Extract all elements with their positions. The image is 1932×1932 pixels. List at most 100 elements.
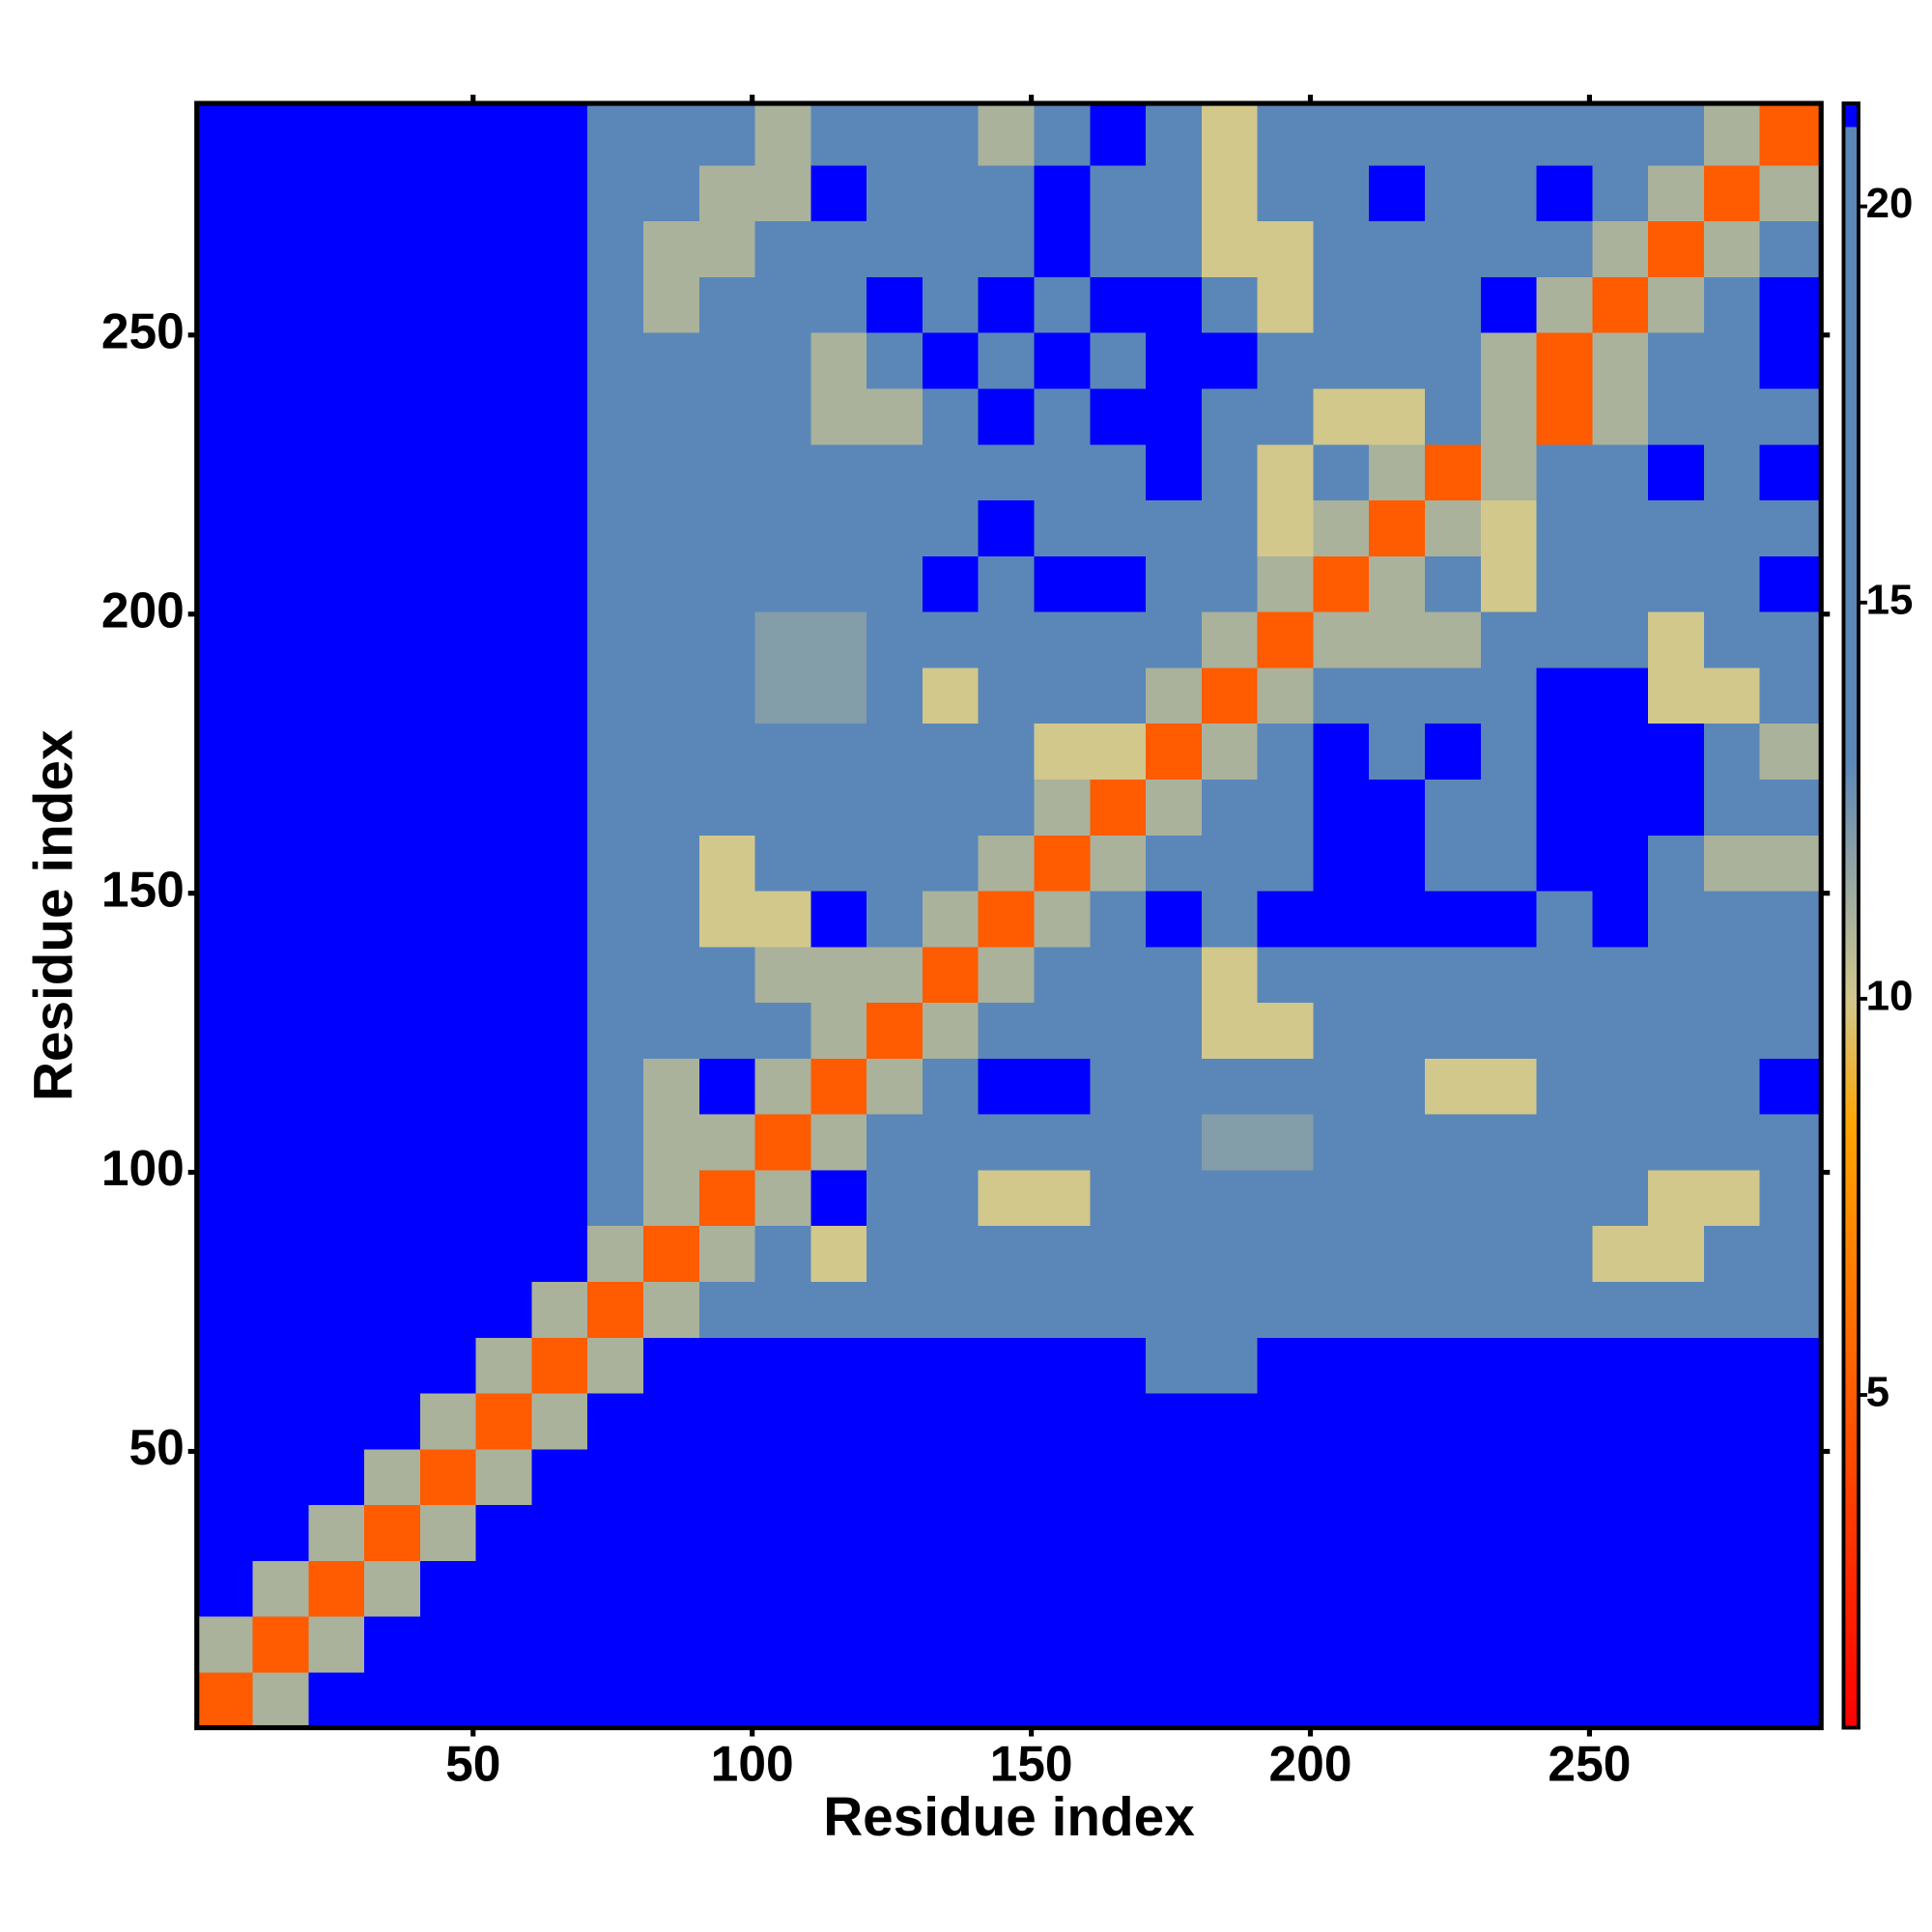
heatmap-cell bbox=[1090, 1113, 1147, 1171]
heatmap-cell bbox=[1257, 1058, 1315, 1115]
heatmap-cell bbox=[978, 611, 1036, 668]
heatmap-cell bbox=[587, 1169, 644, 1227]
heatmap-cell bbox=[475, 1058, 533, 1115]
heatmap-cell bbox=[419, 1615, 477, 1673]
heatmap-cell bbox=[1369, 1671, 1426, 1729]
heatmap-cell bbox=[810, 1448, 867, 1506]
heatmap-cell bbox=[1034, 890, 1092, 948]
heatmap-cell bbox=[196, 555, 254, 612]
heatmap-cell bbox=[1424, 164, 1482, 222]
heatmap-cell bbox=[1257, 611, 1315, 668]
heatmap-cell bbox=[1313, 103, 1370, 166]
heatmap-cell bbox=[922, 103, 980, 166]
heatmap-cell bbox=[643, 1448, 700, 1506]
heatmap-cell bbox=[867, 1169, 923, 1227]
heatmap-cell bbox=[1146, 220, 1203, 277]
heatmap-cell bbox=[1759, 103, 1823, 166]
heatmap-cell bbox=[1090, 834, 1147, 892]
heatmap-cell bbox=[1592, 946, 1649, 1004]
heatmap-cell bbox=[1313, 1448, 1370, 1506]
heatmap-cell bbox=[419, 1169, 477, 1227]
heatmap-cell bbox=[1703, 1113, 1761, 1171]
heatmap-cell bbox=[1034, 1392, 1092, 1450]
heatmap-cell bbox=[1424, 1671, 1482, 1729]
heatmap-cell bbox=[1592, 387, 1649, 445]
heatmap-cell bbox=[531, 387, 588, 445]
heatmap-cell bbox=[643, 1671, 700, 1729]
heatmap-cell bbox=[1034, 164, 1092, 222]
heatmap-cell bbox=[1648, 1448, 1705, 1506]
colorbar-tick-label: 15 bbox=[1866, 576, 1914, 623]
heatmap-cell bbox=[1536, 443, 1594, 501]
heatmap-cell bbox=[1759, 1448, 1823, 1506]
heatmap-cell bbox=[1424, 499, 1482, 556]
heatmap-cell bbox=[364, 1058, 421, 1115]
heatmap-cell bbox=[419, 387, 477, 445]
heatmap-cell bbox=[1759, 164, 1823, 222]
heatmap-cell bbox=[978, 1169, 1036, 1227]
heatmap-cell bbox=[754, 1002, 812, 1059]
heatmap-cell bbox=[1146, 331, 1203, 389]
heatmap-cell bbox=[754, 1058, 812, 1115]
heatmap-cell bbox=[1592, 1337, 1649, 1394]
heatmap-cell bbox=[1648, 331, 1705, 389]
heatmap-cell bbox=[1146, 1002, 1203, 1059]
heatmap-cell bbox=[196, 1113, 254, 1171]
heatmap-cell bbox=[1536, 1504, 1594, 1561]
heatmap-cell bbox=[867, 103, 923, 166]
heatmap-cell bbox=[1759, 443, 1823, 501]
heatmap-cell bbox=[698, 555, 756, 612]
heatmap-cell bbox=[1480, 499, 1538, 556]
heatmap-cell bbox=[252, 164, 310, 222]
heatmap-cell bbox=[1201, 276, 1259, 333]
heatmap-cell bbox=[1536, 890, 1594, 948]
heatmap-cell bbox=[867, 220, 923, 277]
heatmap-cell bbox=[1536, 946, 1594, 1004]
heatmap-cell bbox=[1313, 611, 1370, 668]
heatmap-cell bbox=[1759, 499, 1823, 556]
heatmap-cell bbox=[1648, 1169, 1705, 1227]
heatmap-cell bbox=[1201, 1169, 1259, 1227]
heatmap-cell bbox=[364, 1113, 421, 1171]
heatmap-cell bbox=[1369, 331, 1426, 389]
heatmap-cell bbox=[922, 779, 980, 836]
heatmap-cell bbox=[1313, 1281, 1370, 1338]
heatmap-cell bbox=[1536, 1392, 1594, 1450]
heatmap-cell bbox=[1146, 667, 1203, 724]
heatmap-cell bbox=[364, 443, 421, 501]
heatmap-cell bbox=[308, 1169, 365, 1227]
heatmap-cell bbox=[252, 1113, 310, 1171]
heatmap-cell bbox=[867, 779, 923, 836]
heatmap-cell bbox=[1648, 555, 1705, 612]
heatmap-cell bbox=[587, 220, 644, 277]
heatmap-cell bbox=[475, 1615, 533, 1673]
heatmap-cell bbox=[475, 1671, 533, 1729]
heatmap-cell bbox=[1369, 103, 1426, 166]
heatmap-cell bbox=[867, 1225, 923, 1283]
heatmap-cell bbox=[1034, 779, 1092, 836]
heatmap-cell bbox=[810, 1113, 867, 1171]
heatmap-cell bbox=[1424, 1337, 1482, 1394]
heatmap-cell bbox=[754, 1113, 812, 1171]
heatmap-cell bbox=[978, 331, 1036, 389]
heatmap-cell bbox=[252, 1225, 310, 1283]
heatmap-cell bbox=[1592, 1671, 1649, 1729]
heatmap-cell bbox=[1146, 779, 1203, 836]
heatmap-cell bbox=[922, 1504, 980, 1561]
heatmap-cell bbox=[922, 1281, 980, 1338]
heatmap-cell bbox=[1536, 1337, 1594, 1394]
heatmap-cell bbox=[1146, 1281, 1203, 1338]
heatmap-cell bbox=[1424, 1058, 1482, 1115]
heatmap-cell bbox=[1369, 164, 1426, 222]
heatmap-cell bbox=[252, 220, 310, 277]
heatmap-cell bbox=[308, 499, 365, 556]
heatmap-cell bbox=[643, 220, 700, 277]
heatmap-cell bbox=[587, 1002, 644, 1059]
heatmap-cell bbox=[1536, 1113, 1594, 1171]
heatmap-cell bbox=[475, 1560, 533, 1617]
heatmap-cell bbox=[1201, 443, 1259, 501]
heatmap-cell bbox=[1703, 1560, 1761, 1617]
heatmap-cell bbox=[1090, 611, 1147, 668]
heatmap-cell bbox=[1090, 890, 1147, 948]
heatmap-cell bbox=[252, 667, 310, 724]
